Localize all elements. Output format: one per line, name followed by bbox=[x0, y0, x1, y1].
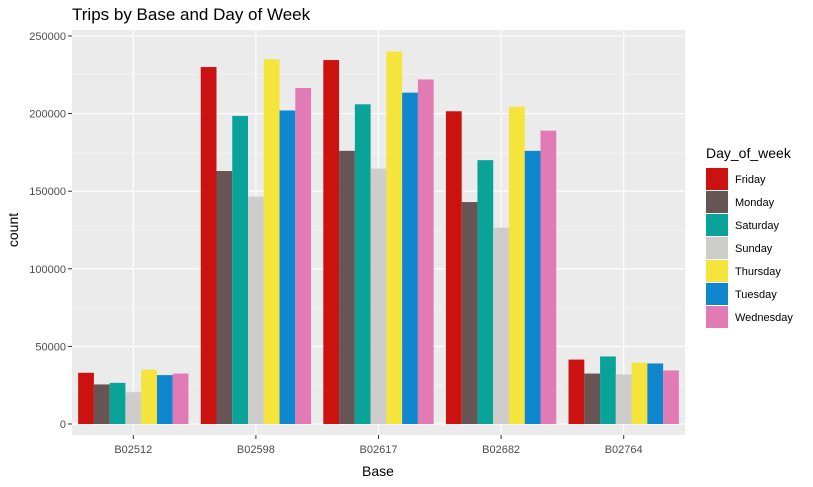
bar-monday-b02617 bbox=[339, 150, 355, 424]
legend: Day_of_week Friday Monday Saturday Sunday Th… bbox=[706, 145, 793, 328]
bar-sunday-b02617 bbox=[370, 168, 387, 424]
bar-tuesday-b02512 bbox=[156, 375, 173, 424]
bar-tuesday-b02764 bbox=[647, 363, 664, 424]
legend-label-tuesday: Tuesday bbox=[735, 289, 777, 301]
chart-title: Trips by Base and Day of Week bbox=[72, 5, 311, 24]
legend-label-wednesday: Wednesday bbox=[735, 312, 793, 324]
bars bbox=[78, 51, 679, 425]
x-axis-title: Base bbox=[362, 463, 394, 479]
bar-sunday-b02682 bbox=[493, 227, 509, 424]
bar-friday-b02598 bbox=[200, 67, 217, 424]
bar-tuesday-b02682 bbox=[524, 150, 541, 424]
legend-title: Day_of_week bbox=[706, 145, 792, 161]
y-axis-title: count bbox=[5, 213, 21, 247]
x-tick-label: B02512 bbox=[114, 444, 152, 456]
bar-thursday-b02682 bbox=[508, 106, 525, 424]
y-tick-label: 250000 bbox=[29, 31, 66, 43]
y-tick-label: 50000 bbox=[35, 341, 66, 353]
bar-saturday-b02617 bbox=[354, 104, 371, 425]
bar-sunday-b02598 bbox=[248, 196, 264, 424]
bar-friday-b02764 bbox=[568, 359, 585, 424]
bar-saturday-b02512 bbox=[109, 382, 126, 424]
bar-saturday-b02764 bbox=[600, 356, 616, 424]
bar-monday-b02764 bbox=[584, 373, 601, 424]
x-tick-label: B02617 bbox=[360, 444, 398, 456]
legend-label-friday: Friday bbox=[735, 174, 766, 186]
bar-friday-b02617 bbox=[323, 60, 340, 424]
legend-key-tuesday bbox=[706, 283, 728, 305]
bar-monday-b02598 bbox=[216, 171, 233, 424]
x-tick-label: B02598 bbox=[237, 444, 275, 456]
y-tick-label: 100000 bbox=[29, 264, 66, 276]
bar-tuesday-b02598 bbox=[279, 110, 296, 424]
x-tick-label: B02682 bbox=[482, 444, 520, 456]
x-axis: B02512 B02598 B02617 B02682 B02764 bbox=[114, 435, 643, 456]
bar-wednesday-b02598 bbox=[295, 87, 312, 424]
bar-thursday-b02598 bbox=[263, 59, 280, 424]
legend-key-sunday bbox=[706, 237, 728, 259]
y-tick-label: 150000 bbox=[29, 186, 66, 198]
legend-label-sunday: Sunday bbox=[735, 243, 773, 255]
bar-wednesday-b02512 bbox=[172, 373, 189, 424]
bar-thursday-b02617 bbox=[386, 51, 403, 425]
legend-key-wednesday bbox=[706, 306, 728, 328]
bar-wednesday-b02764 bbox=[663, 370, 679, 424]
bar-tuesday-b02617 bbox=[402, 92, 418, 424]
bar-friday-b02512 bbox=[78, 372, 94, 424]
legend-key-thursday bbox=[706, 260, 728, 282]
legend-key-friday bbox=[706, 168, 728, 190]
bar-wednesday-b02617 bbox=[417, 79, 434, 425]
bar-sunday-b02512 bbox=[125, 392, 142, 424]
x-tick-label: B02764 bbox=[605, 444, 643, 456]
bar-monday-b02512 bbox=[93, 384, 110, 424]
bar-saturday-b02682 bbox=[477, 160, 494, 424]
legend-label-saturday: Saturday bbox=[735, 220, 780, 232]
bar-monday-b02682 bbox=[461, 202, 478, 424]
bar-thursday-b02764 bbox=[631, 362, 648, 424]
bar-thursday-b02512 bbox=[141, 369, 157, 424]
legend-key-saturday bbox=[706, 214, 728, 236]
y-axis: 0 50000 100000 150000 200000 250000 bbox=[29, 31, 72, 431]
y-tick-label: 0 bbox=[60, 419, 66, 431]
y-tick-label: 200000 bbox=[29, 109, 66, 121]
legend-label-monday: Monday bbox=[735, 197, 775, 209]
legend-key-monday bbox=[706, 191, 728, 213]
bar-sunday-b02764 bbox=[615, 374, 632, 424]
bar-friday-b02682 bbox=[445, 111, 462, 424]
bar-saturday-b02598 bbox=[232, 115, 249, 424]
bar-wednesday-b02682 bbox=[540, 130, 557, 424]
legend-label-thursday: Thursday bbox=[735, 266, 781, 278]
